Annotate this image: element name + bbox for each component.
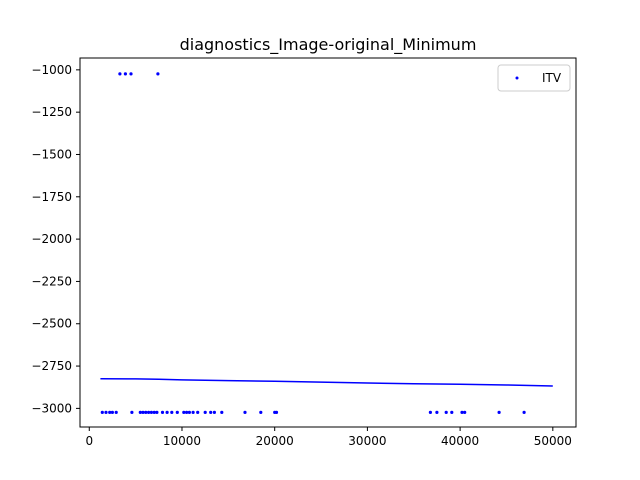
data-point <box>170 410 174 414</box>
data-point <box>182 410 186 414</box>
data-point <box>104 410 108 414</box>
plot-series-points <box>100 72 526 414</box>
plot-series-lines <box>100 378 553 387</box>
x-tick-label: 30000 <box>348 434 386 448</box>
x-axis: 0 10000 20000 30000 40000 50000 <box>85 427 572 448</box>
legend-label: ITV <box>542 71 562 85</box>
data-point <box>212 410 216 414</box>
data-point <box>114 410 118 414</box>
data-point <box>129 72 133 76</box>
data-point <box>155 410 159 414</box>
y-tick-label: −1500 <box>31 147 72 161</box>
x-tick-label: 40000 <box>441 434 479 448</box>
data-point <box>165 410 169 414</box>
data-point <box>160 410 165 414</box>
data-point <box>209 410 213 414</box>
data-point <box>118 72 122 76</box>
legend: ITV <box>497 64 571 92</box>
data-point <box>175 410 179 414</box>
data-point <box>497 410 501 414</box>
y-axis: −1000 −1250 −1500 −1750 −2000 −2250 −2500 −2750… <box>31 63 80 415</box>
series-line <box>100 378 553 387</box>
data-point <box>144 410 148 414</box>
data-point <box>152 410 156 414</box>
plot-frame <box>79 57 577 428</box>
y-tick-label: −2000 <box>31 232 72 246</box>
chart-title: diagnostics_Image-original_Minimum <box>180 35 477 55</box>
data-point <box>259 410 263 414</box>
data-point <box>444 410 448 414</box>
data-point <box>110 410 114 414</box>
data-point <box>428 410 432 414</box>
data-point <box>522 410 526 414</box>
y-tick-label: −2500 <box>31 317 72 331</box>
x-tick-label: 20000 <box>256 434 294 448</box>
data-point <box>100 410 104 414</box>
data-point <box>196 410 200 414</box>
data-point <box>450 410 454 414</box>
data-point <box>460 410 464 414</box>
data-point <box>220 410 224 414</box>
y-tick-label: −1000 <box>31 63 72 77</box>
data-point <box>156 72 160 76</box>
y-tick-label: −2250 <box>31 274 72 288</box>
legend-box <box>497 64 571 92</box>
data-point <box>123 72 127 76</box>
data-point <box>141 410 145 414</box>
y-tick-label: −3000 <box>31 401 72 415</box>
x-tick-label: 0 <box>85 434 93 448</box>
data-point <box>243 410 247 414</box>
y-tick-label: −1250 <box>31 105 72 119</box>
data-point <box>108 410 112 414</box>
data-point <box>138 410 142 414</box>
data-point <box>147 410 151 414</box>
data-point <box>130 410 134 414</box>
legend-marker <box>515 76 519 80</box>
data-point <box>187 410 191 414</box>
data-point <box>463 410 467 414</box>
y-tick-label: −1750 <box>31 190 72 204</box>
data-point <box>435 410 439 414</box>
data-point <box>191 410 195 414</box>
y-tick-label: −2750 <box>31 359 72 373</box>
x-tick-label: 10000 <box>163 434 201 448</box>
x-tick-label: 50000 <box>534 434 572 448</box>
data-point <box>149 410 153 414</box>
data-point <box>203 410 207 414</box>
data-point <box>185 410 189 414</box>
data-point <box>274 410 279 414</box>
